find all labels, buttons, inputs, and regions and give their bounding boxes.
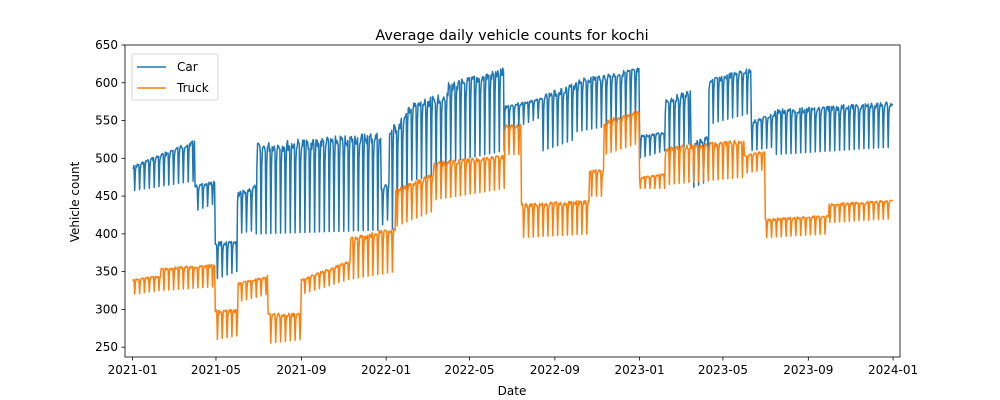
legend-label-truck: Truck [176,81,209,95]
x-tick-label: 2021-05 [191,363,241,377]
y-axis-title: Vehicle count [68,161,82,242]
y-tick-label: 250 [95,340,118,354]
x-tick-label: 2023-01 [615,363,665,377]
chart-title: Average daily vehicle counts for kochi [375,28,648,44]
x-tick-label: 2021-01 [108,363,158,377]
x-tick-label: 2023-09 [783,363,833,377]
x-tick-label: 2024-01 [868,363,918,377]
x-tick-label: 2022-01 [361,363,411,377]
y-tick-label: 300 [95,302,118,316]
legend: Car Truck [131,53,219,101]
x-tick-label: 2021-09 [276,363,326,377]
series-line-truck [131,110,893,344]
axes-frame [124,44,901,358]
y-tick-label: 450 [95,189,118,203]
y-tick-label: 550 [95,114,118,128]
y-tick-label: 500 [95,151,118,165]
x-tick-label: 2022-09 [530,363,580,377]
x-axis-title: Date [498,384,527,398]
x-tick-label: 2022-05 [444,363,494,377]
series-line-car [132,67,894,280]
y-tick-label: 400 [95,227,118,241]
legend-label-car: Car [177,60,198,74]
x-tick-label: 2023-05 [698,363,748,377]
y-tick-label: 600 [95,76,118,90]
plot-area: 250 300 350 400 450 500 550 600 650 2021-01 2021-0… [95,38,918,377]
y-tick-label: 650 [95,38,118,52]
y-tick-label: 350 [95,265,118,279]
